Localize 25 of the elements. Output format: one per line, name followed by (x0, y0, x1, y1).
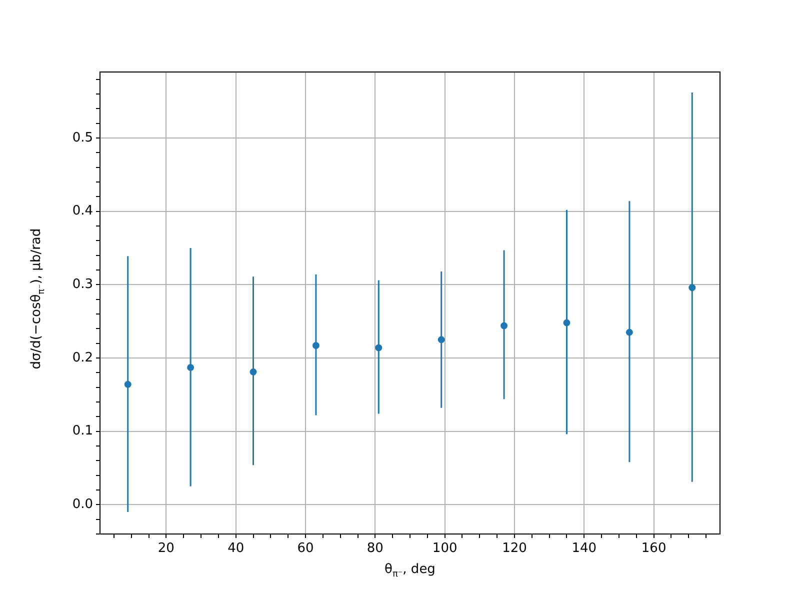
x-tick-label: 40 (228, 541, 244, 556)
x-tick-label: 120 (502, 541, 527, 556)
x-axis-title: θ$_{π⁻}$, deg (384, 562, 436, 580)
x-tick-label: 80 (366, 541, 384, 556)
x-tick-label: 160 (641, 541, 666, 556)
y-tick-label: 0.4 (72, 204, 93, 219)
point (312, 342, 320, 350)
x-tick-label: 60 (297, 541, 314, 556)
point (500, 322, 508, 330)
y-tick-label: 0.1 (72, 424, 93, 439)
y-tick-label: 0.3 (72, 277, 93, 292)
x-tick-label: 140 (572, 541, 597, 556)
point (124, 380, 132, 388)
point (563, 319, 570, 326)
point (688, 284, 696, 292)
y-tick-label: 0.2 (72, 350, 93, 366)
y-tick-label: 0.5 (72, 130, 93, 146)
point (438, 336, 445, 344)
point (187, 364, 194, 372)
point (626, 328, 633, 336)
y-tick-label: 0.0 (72, 497, 93, 512)
x-tick-label: 20 (158, 541, 174, 556)
point (375, 344, 382, 352)
x-tick-label: 100 (432, 541, 458, 556)
point (250, 368, 257, 376)
